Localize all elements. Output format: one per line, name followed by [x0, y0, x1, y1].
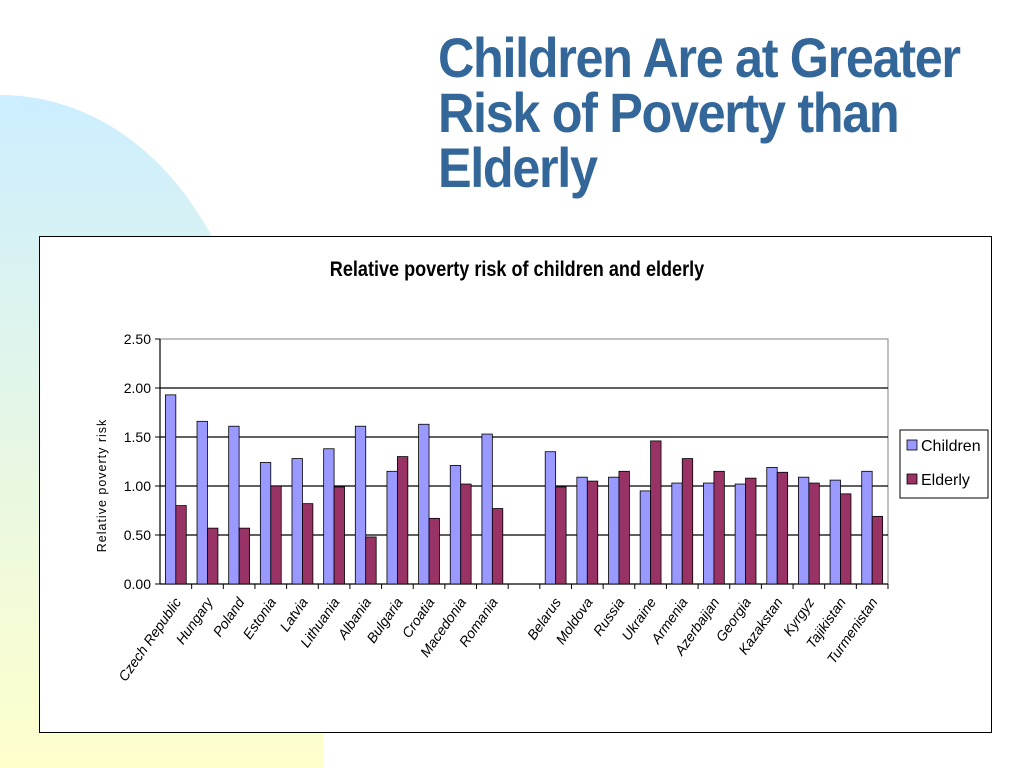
bar-elderly — [650, 440, 662, 585]
legend-swatch-children — [906, 439, 918, 451]
legend-label-elderly: Elderly — [921, 472, 970, 489]
bar-children — [449, 465, 462, 585]
y-tick-label: 1.00 — [124, 478, 151, 494]
bar-children — [829, 479, 841, 585]
bar-elderly — [270, 485, 282, 585]
legend-swatch-elderly — [906, 473, 918, 485]
bar-elderly — [681, 458, 694, 585]
bar-children — [861, 470, 873, 585]
y-tick-label: 1.50 — [124, 429, 151, 445]
bar-children — [639, 490, 652, 585]
y-tick-label: 2.50 — [124, 331, 151, 347]
bar-children — [386, 470, 398, 585]
bar-children — [291, 458, 303, 585]
bar-elderly — [555, 486, 567, 585]
bar-children — [418, 423, 430, 585]
bar-elderly — [207, 527, 219, 585]
bar-children — [671, 482, 683, 585]
bar-elderly — [840, 493, 852, 585]
bar-children — [196, 420, 208, 585]
bar-elderly — [238, 527, 250, 585]
legend-label-children: Children — [921, 438, 981, 455]
bar-children — [354, 425, 367, 585]
bar-elderly — [396, 456, 409, 585]
bar-children — [259, 462, 272, 585]
y-axis-label: Relative poverty risk — [95, 419, 109, 553]
bar-elderly — [776, 471, 789, 585]
bar-elderly — [428, 517, 440, 585]
bar-elderly — [871, 515, 884, 585]
slide-title: Children Are at Greater Risk of Poverty … — [438, 30, 961, 196]
y-tick-label: 0.50 — [124, 527, 151, 543]
bar-elderly — [618, 470, 630, 585]
bar-elderly — [808, 482, 820, 585]
bar-elderly — [365, 536, 377, 585]
bar-children — [608, 476, 620, 585]
slide-title-line: Elderly — [438, 136, 598, 199]
bar-children — [703, 482, 715, 585]
bar-children — [323, 448, 335, 585]
x-tick-label: Estonia — [239, 594, 279, 642]
bar-elderly — [713, 470, 725, 585]
bar-elderly — [491, 508, 504, 585]
bar-children — [228, 425, 240, 585]
bar-elderly — [302, 503, 314, 585]
bar-children — [164, 394, 177, 585]
slide-title-line: Children Are at Greater — [438, 26, 961, 89]
bar-children — [798, 476, 810, 585]
bar-elderly — [460, 483, 472, 585]
bar-children — [734, 483, 746, 585]
bar-children — [481, 433, 493, 585]
bar-children — [576, 476, 588, 585]
bar-elderly — [586, 480, 599, 585]
bar-children — [766, 466, 778, 585]
bar-elderly — [333, 486, 345, 585]
chart-title: Relative poverty risk of children and el… — [329, 258, 705, 281]
bar-elderly — [745, 477, 757, 585]
bar-children — [544, 451, 557, 585]
bar-elderly — [175, 505, 187, 585]
slide-title-line: Risk of Poverty than — [438, 81, 900, 144]
y-tick-label: 2.00 — [124, 380, 151, 396]
y-tick-label: 0.00 — [124, 576, 151, 592]
